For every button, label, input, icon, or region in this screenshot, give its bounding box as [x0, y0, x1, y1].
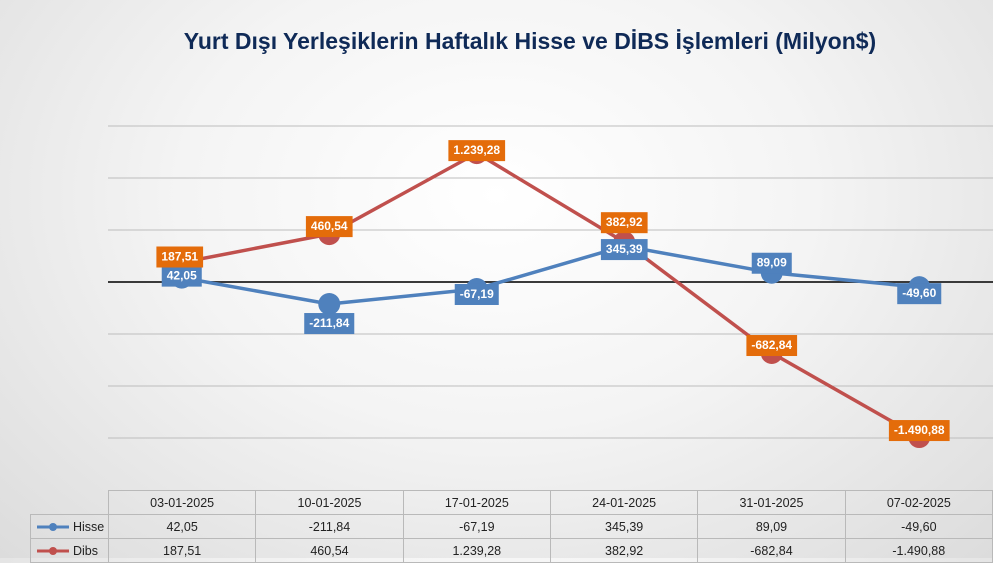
table-cell-hisse-5: -49,60 [845, 515, 992, 539]
series-line-hisse [182, 246, 920, 304]
legend-entry-hisse: Hisse [31, 515, 109, 539]
data-label-text: -67,19 [460, 287, 494, 301]
table-cell-hisse-4: 89,09 [698, 515, 845, 539]
data-label-dibs-1: 460,54 [306, 216, 353, 237]
data-label-hisse-2: -67,19 [455, 284, 499, 305]
line-chart: 42,05 -211,84 -67,19 345,39 89,09 -49,60 187,5… [0, 0, 993, 490]
series-lines [182, 153, 920, 437]
data-label-text: -49,60 [902, 286, 936, 300]
data-table: 03-01-2025 10-01-2025 17-01-2025 24-01-2025… [30, 490, 993, 563]
data-label-text: 89,09 [757, 256, 787, 270]
data-label-dibs-4: -682,84 [746, 335, 797, 356]
category-label-3: 24-01-2025 [550, 491, 697, 515]
data-label-text: -682,84 [751, 338, 792, 352]
legend-label-hisse: Hisse [73, 520, 104, 534]
marker-hisse-1 [318, 293, 340, 315]
data-label-text: -1.490,88 [894, 423, 945, 437]
category-label-5: 07-02-2025 [845, 491, 992, 515]
table-cell-hisse-1: -211,84 [256, 515, 403, 539]
data-label-hisse-4: 89,09 [752, 253, 792, 274]
legend-label-dibs: Dibs [73, 544, 98, 558]
table-header-row: 03-01-2025 10-01-2025 17-01-2025 24-01-2025… [31, 491, 993, 515]
category-label-1: 10-01-2025 [256, 491, 403, 515]
table-cell-dibs-3: 382,92 [550, 539, 697, 563]
table-cell-dibs-2: 1.239,28 [403, 539, 550, 563]
table-cell-dibs-5: -1.490,88 [845, 539, 992, 563]
table-cell-hisse-0: 42,05 [108, 515, 255, 539]
table-cell-dibs-4: -682,84 [698, 539, 845, 563]
data-labels: 42,05 -211,84 -67,19 345,39 89,09 -49,60 187,5… [156, 140, 949, 441]
table-row-hisse: Hisse 42,05 -211,84 -67,19 345,39 89,09 -49,60 [31, 515, 993, 539]
table-cell-hisse-2: -67,19 [403, 515, 550, 539]
table-corner [31, 491, 109, 515]
table-cell-dibs-1: 460,54 [256, 539, 403, 563]
data-label-dibs-5: -1.490,88 [889, 420, 950, 441]
table-cell-hisse-3: 345,39 [550, 515, 697, 539]
data-label-hisse-5: -49,60 [897, 283, 941, 304]
data-label-text: 42,05 [167, 269, 197, 283]
data-label-text: 382,92 [606, 215, 643, 229]
legend-entry-dibs: Dibs [31, 539, 109, 563]
series-line-dibs [182, 153, 920, 437]
category-label-4: 31-01-2025 [698, 491, 845, 515]
table-cell-dibs-0: 187,51 [108, 539, 255, 563]
table-row-dibs: Dibs 187,51 460,54 1.239,28 382,92 -682,84 -1.… [31, 539, 993, 563]
legend-key-dibs [35, 546, 71, 556]
data-label-text: 1.239,28 [453, 143, 500, 157]
category-label-0: 03-01-2025 [108, 491, 255, 515]
data-label-text: 460,54 [311, 219, 348, 233]
data-label-text: 187,51 [161, 249, 198, 263]
data-label-text: -211,84 [309, 316, 349, 330]
data-label-text: 345,39 [606, 242, 643, 256]
data-label-hisse-1: -211,84 [304, 313, 354, 334]
legend-key-hisse [35, 522, 71, 532]
data-label-dibs-2: 1.239,28 [448, 140, 505, 161]
data-label-hisse-3: 345,39 [601, 239, 648, 260]
data-label-dibs-0: 187,51 [156, 246, 203, 267]
data-label-dibs-3: 382,92 [601, 212, 648, 233]
data-label-hisse-0: 42,05 [162, 266, 202, 287]
category-label-2: 17-01-2025 [403, 491, 550, 515]
